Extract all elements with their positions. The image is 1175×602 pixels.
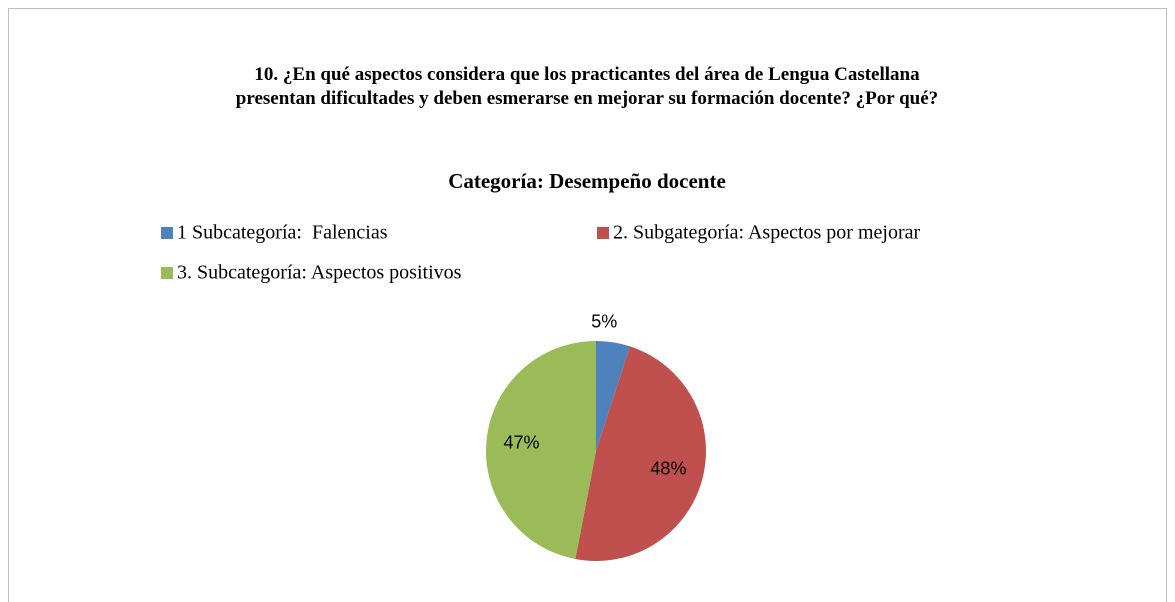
chart-subtitle: Categoría: Desempeño docente — [448, 169, 726, 193]
chart-title: 10. ¿En qué aspectos considera que los p… — [235, 64, 939, 109]
legend-label: 1 Subcategoría: Falencias — [177, 222, 388, 244]
legend-label: 3. Subcategoría: Aspectos positivos — [177, 262, 462, 284]
data-label: 48% — [650, 458, 686, 478]
legend-swatch — [597, 227, 609, 239]
data-label: 5% — [591, 312, 617, 332]
legend-swatch — [161, 227, 173, 239]
pie-slice — [575, 346, 706, 561]
pie-slice — [596, 341, 630, 451]
legend-swatch — [161, 267, 173, 279]
legend-label: 2. Subgategoría: Aspectos por mejorar — [613, 222, 920, 244]
data-label: 47% — [504, 433, 540, 453]
pie-slice — [486, 341, 596, 560]
